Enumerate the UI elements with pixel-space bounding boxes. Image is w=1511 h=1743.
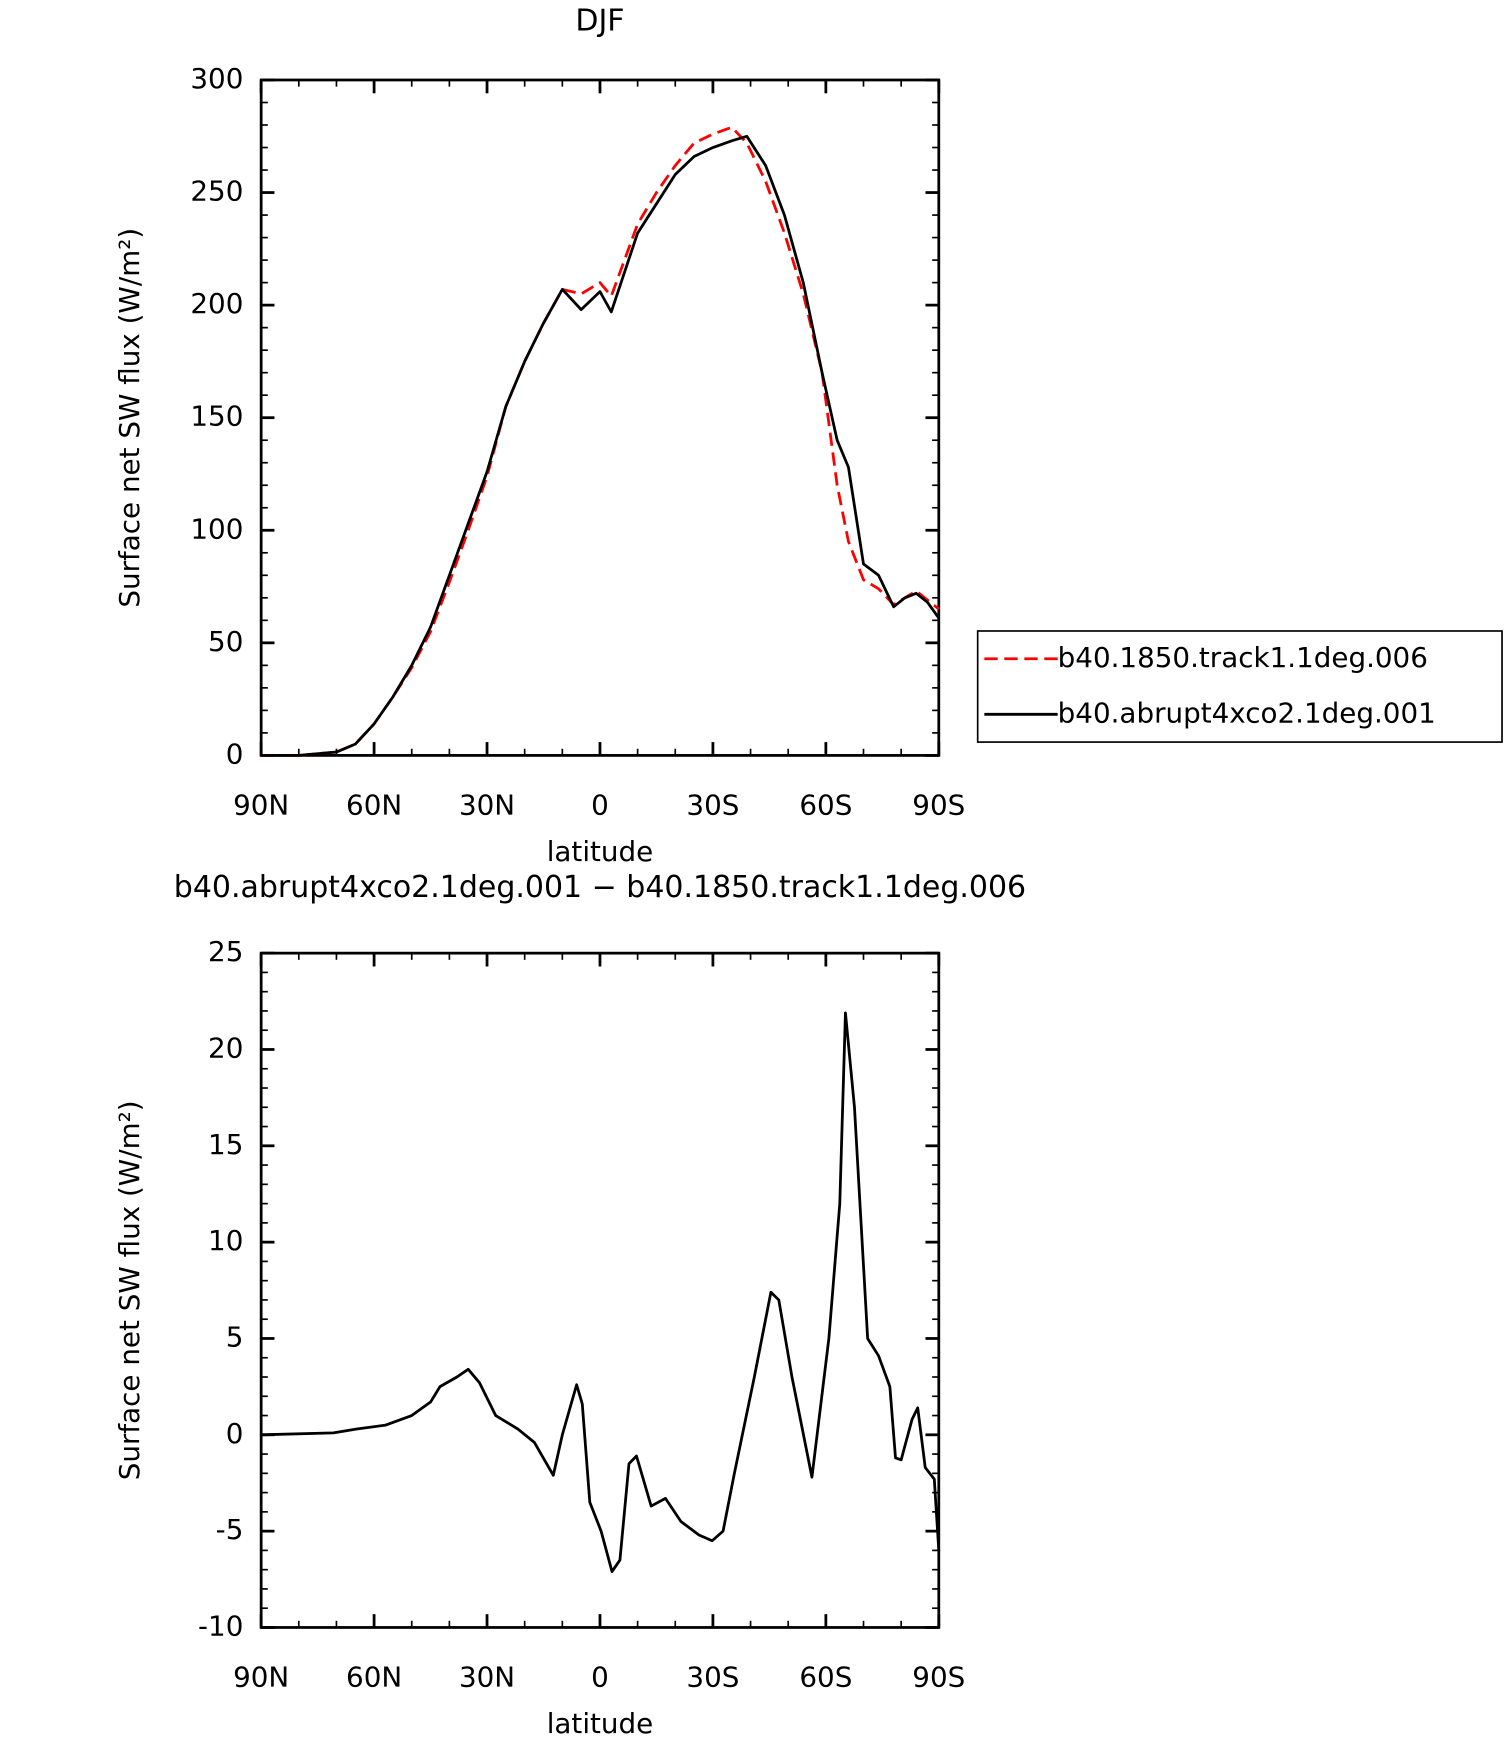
chart-title: DJF	[575, 4, 624, 39]
x-tick-label: 90S	[912, 1661, 965, 1694]
x-axis-label: latitude	[547, 835, 654, 868]
x-tick-label: 30S	[686, 1661, 739, 1694]
y-tick-label: 100	[190, 512, 243, 545]
x-tick-label: 90N	[233, 789, 289, 822]
y-tick-label: 0	[226, 1417, 244, 1450]
x-tick-label: 90S	[912, 789, 965, 822]
legend-label: b40.abrupt4xco2.1deg.001	[1058, 696, 1436, 729]
y-tick-label: -10	[198, 1609, 243, 1642]
y-tick-label: -5	[216, 1513, 244, 1546]
y-tick-label: 25	[208, 935, 243, 968]
y-tick-label: 300	[190, 62, 243, 95]
x-tick-label: 60N	[346, 1661, 402, 1694]
y-tick-label: 50	[208, 625, 243, 658]
y-tick-label: 200	[190, 287, 243, 320]
y-tick-label: 150	[190, 400, 243, 433]
y-tick-label: 250	[190, 175, 243, 208]
x-tick-label: 30N	[459, 789, 515, 822]
x-tick-label: 90N	[233, 1661, 289, 1694]
y-axis-label: Surface net SW flux (W/m²)	[113, 1100, 146, 1480]
y-tick-label: 5	[226, 1320, 244, 1353]
y-axis-label: Surface net SW flux (W/m²)	[113, 228, 146, 608]
legend-label: b40.1850.track1.1deg.006	[1058, 641, 1428, 674]
series-line	[261, 125, 940, 757]
plot-frame	[259, 78, 941, 757]
x-tick-label: 60S	[799, 1661, 852, 1694]
x-tick-label: 30N	[459, 1661, 515, 1694]
y-tick-label: 15	[208, 1128, 243, 1161]
series-line	[261, 134, 940, 757]
x-tick-label: 30S	[686, 789, 739, 822]
x-tick-label: 60S	[799, 789, 852, 822]
x-tick-label: 60N	[346, 789, 402, 822]
x-tick-label: 0	[591, 789, 609, 822]
legend-box	[976, 630, 1503, 743]
x-axis-label: latitude	[547, 1707, 654, 1740]
y-tick-label: 20	[208, 1031, 243, 1064]
x-tick-label: 0	[591, 1661, 609, 1694]
y-tick-label: 10	[208, 1224, 243, 1257]
series-line	[261, 1011, 941, 1573]
chart-title: b40.abrupt4xco2.1deg.001 − b40.1850.trac…	[174, 870, 1026, 905]
y-tick-label: 0	[226, 737, 244, 770]
